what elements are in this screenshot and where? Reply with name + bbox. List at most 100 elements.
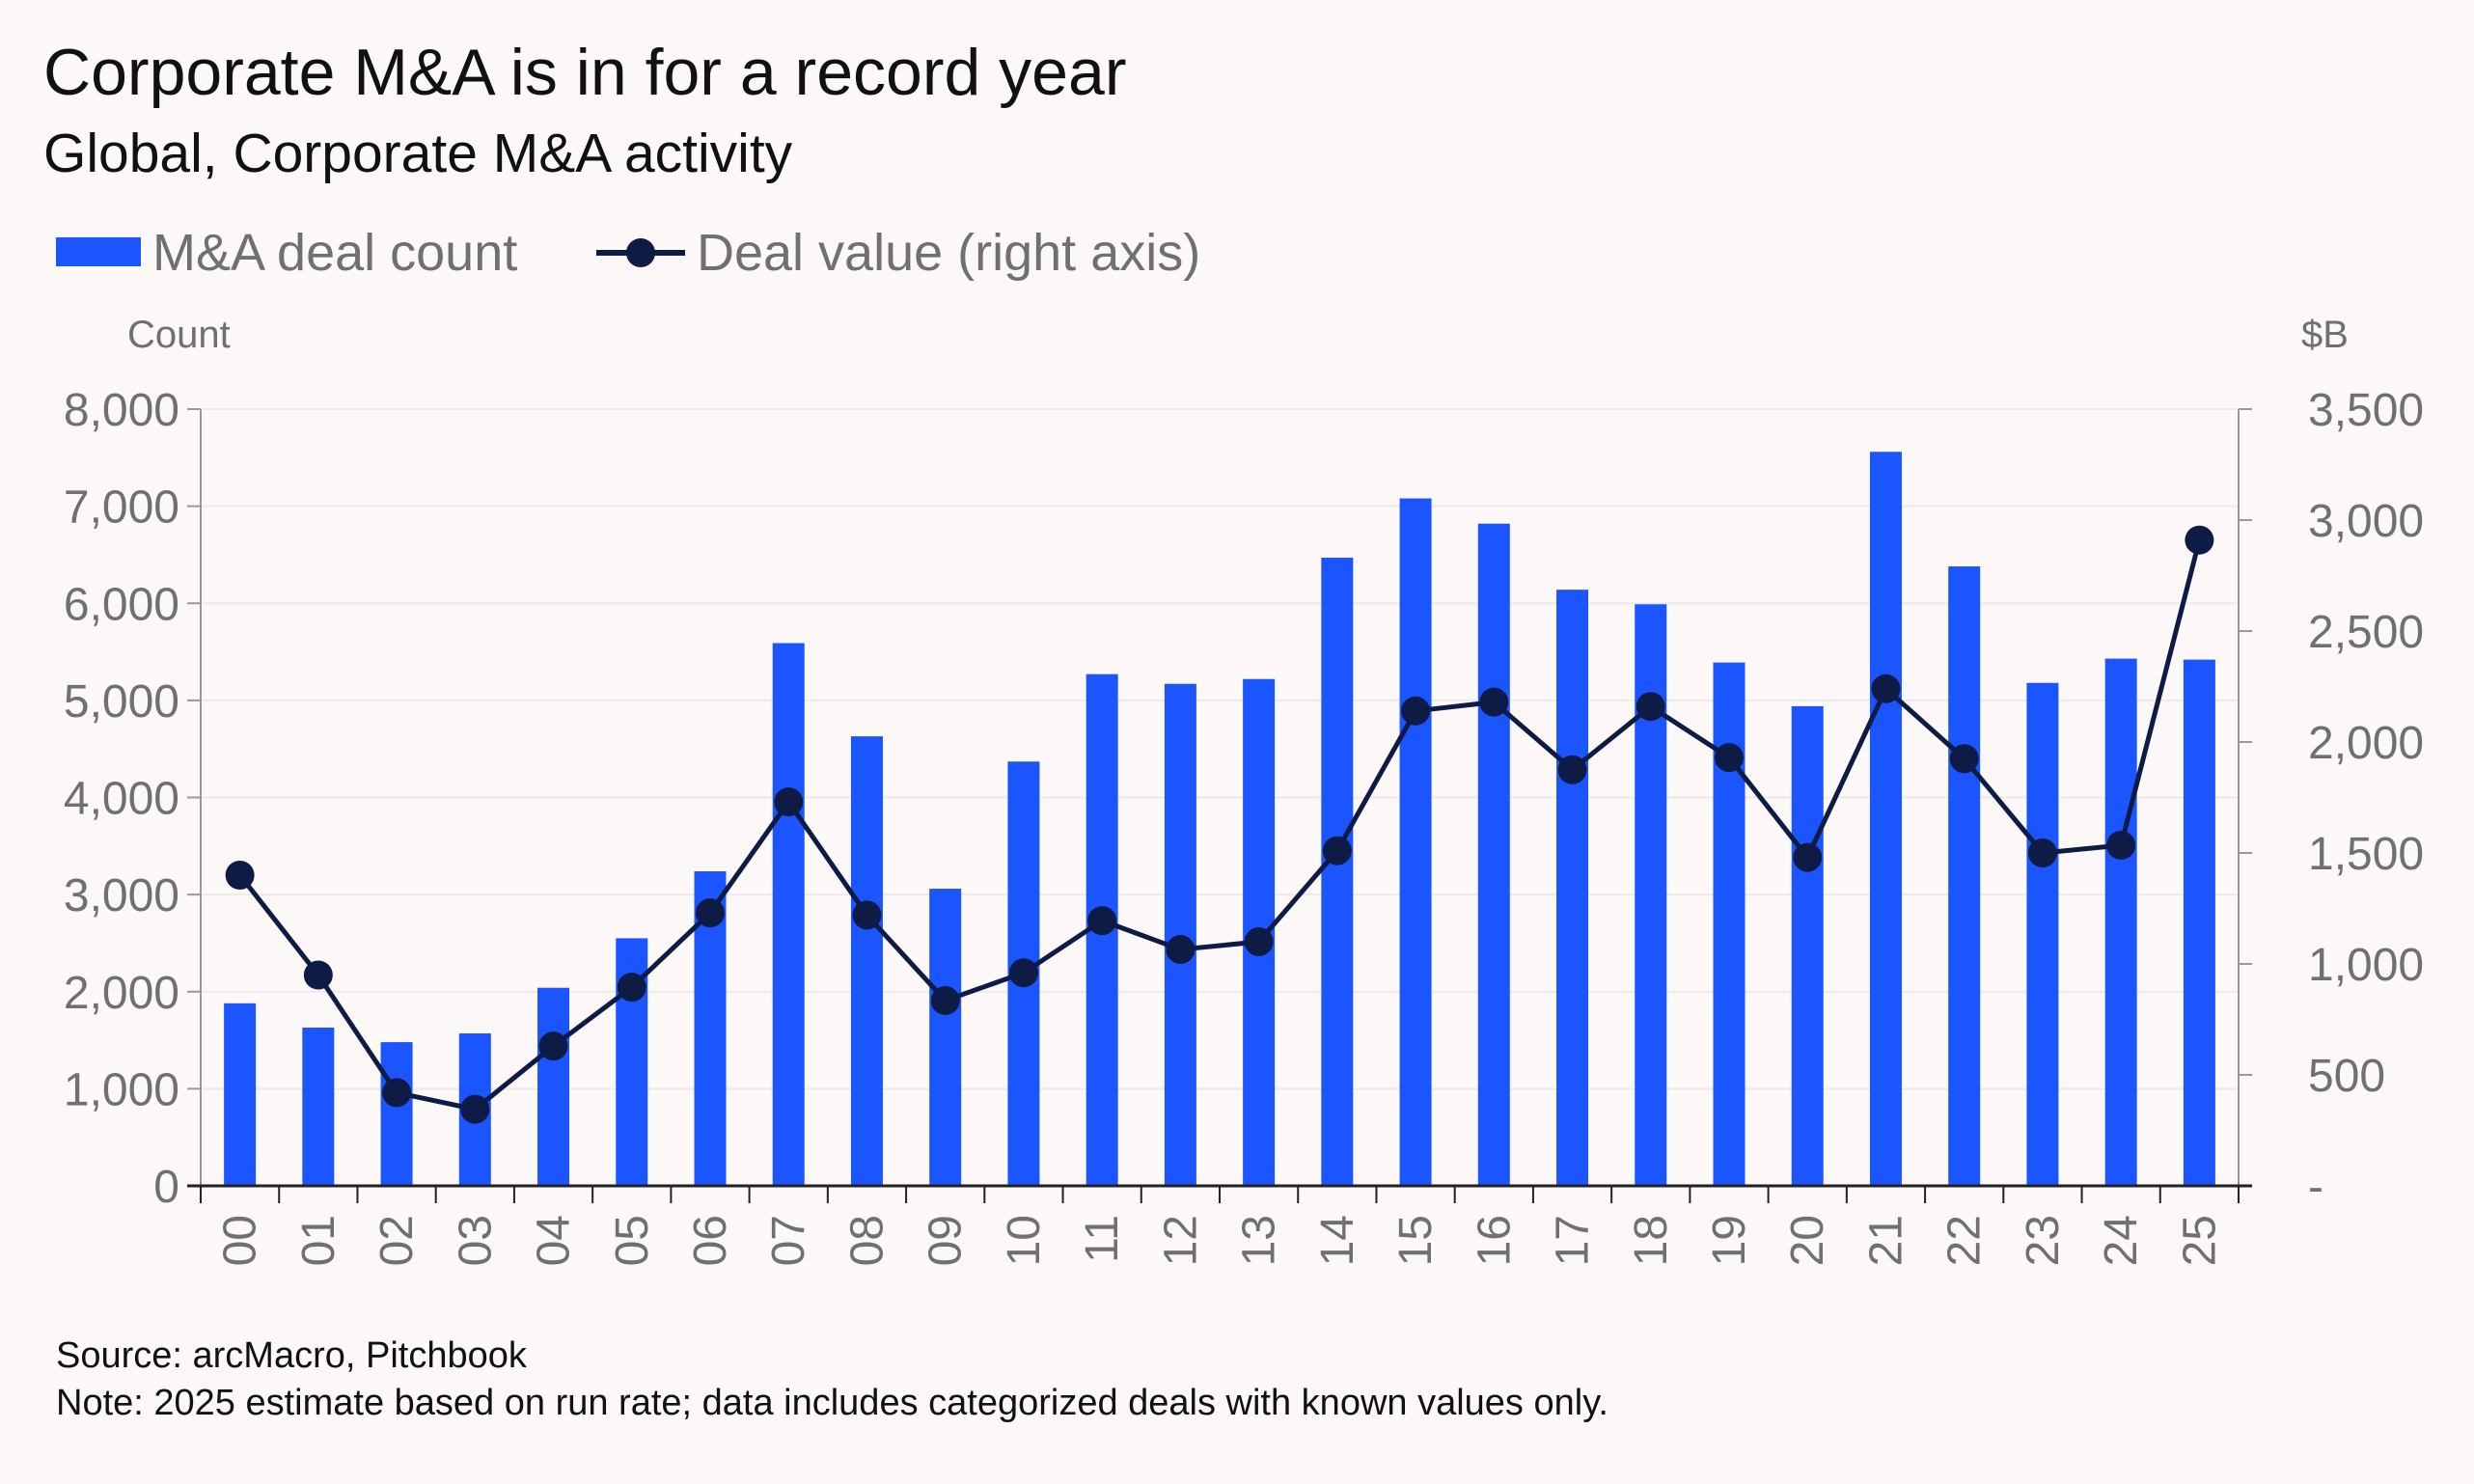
right-tick-label: 3,000 — [2308, 496, 2424, 547]
x-tick-label: 20 — [1782, 1215, 1833, 1266]
deal-value-point-00 — [225, 861, 255, 890]
bar-04 — [537, 987, 570, 1186]
right-tick-label: 3,500 — [2308, 385, 2424, 436]
x-tick-label: 15 — [1390, 1215, 1442, 1266]
right-tick-label: 2,500 — [2308, 607, 2424, 658]
left-tick-label: 1,000 — [64, 1064, 179, 1115]
right-axis-unit: $B — [2301, 314, 2349, 356]
left-tick-label: 8,000 — [64, 385, 179, 436]
bar-15 — [1399, 498, 1432, 1186]
left-tick-label: 7,000 — [64, 482, 179, 534]
bar-16 — [1477, 523, 1510, 1186]
left-tick-label: 2,000 — [64, 968, 179, 1019]
chart-title: Corporate M&A is in for a record year — [43, 36, 1126, 109]
deal-value-polyline — [237, 539, 2202, 1113]
legend-bars-label: M&A deal count — [152, 224, 517, 282]
left-tick-label: 0 — [153, 1162, 179, 1213]
deal-value-point-04 — [538, 1031, 568, 1061]
right-tick-label: - — [2308, 1162, 2323, 1213]
bar-08 — [850, 736, 883, 1186]
deal-value-line — [225, 525, 2214, 1124]
deal-value-point-23 — [2027, 838, 2057, 867]
x-tick-label: 14 — [1312, 1215, 1363, 1266]
deal-value-point-22 — [1949, 744, 1979, 774]
x-tick-label: 18 — [1626, 1215, 1677, 1266]
deal-value-point-21 — [1871, 673, 1901, 703]
x-tick-label: 19 — [1704, 1215, 1755, 1266]
deal-value-point-15 — [1401, 696, 1431, 726]
chart-subtitle: Global, Corporate M&A activity — [43, 123, 793, 184]
right-tick-label: 1,500 — [2308, 829, 2424, 880]
x-tick-label: 13 — [1234, 1215, 1285, 1266]
x-tick-label: 12 — [1155, 1215, 1206, 1266]
deal-value-point-19 — [1715, 743, 1744, 773]
x-tick-label: 22 — [1939, 1215, 1991, 1266]
bar-23 — [2026, 682, 2059, 1186]
bar-22 — [1948, 566, 1981, 1186]
deal-value-point-10 — [1008, 958, 1038, 988]
deal-value-point-05 — [617, 973, 646, 1003]
deal-value-point-09 — [930, 985, 960, 1015]
right-tick-label: 1,000 — [2308, 940, 2424, 991]
bar-14 — [1321, 557, 1354, 1186]
legend-line-marker — [626, 238, 655, 267]
x-tick-label: 02 — [371, 1215, 423, 1266]
bar-17 — [1556, 590, 1589, 1186]
x-tick-label: 25 — [2174, 1215, 2225, 1266]
deal-value-point-16 — [1479, 687, 1509, 717]
legend: M&A deal count Deal value (right axis) — [56, 224, 1200, 282]
x-tick-label: 10 — [999, 1215, 1050, 1266]
x-tick-label: 06 — [685, 1215, 736, 1266]
x-tick-label: 23 — [2018, 1215, 2069, 1266]
left-tick-label: 6,000 — [64, 579, 179, 630]
deal-value-point-03 — [460, 1094, 490, 1124]
x-tick-label: 04 — [529, 1215, 580, 1266]
right-tick-label: 2,000 — [2308, 718, 2424, 769]
x-tick-label: 17 — [1548, 1215, 1599, 1266]
bar-01 — [302, 1027, 335, 1186]
deal-value-point-07 — [774, 787, 804, 817]
left-tick-label: 4,000 — [64, 774, 179, 825]
left-tick-label: 5,000 — [64, 676, 179, 728]
tick-labels: 0 1,000 2,000 3,000 4,000 5,000 6,000 7,000 8,00… — [64, 385, 2424, 1266]
legend-bar-swatch — [56, 237, 141, 266]
deal-value-point-02 — [382, 1078, 412, 1108]
deal-value-point-14 — [1322, 836, 1352, 866]
x-tick-label: 09 — [921, 1215, 972, 1266]
deal-value-point-13 — [1244, 927, 1274, 956]
x-tick-label: 00 — [215, 1215, 266, 1266]
x-tick-label: 05 — [607, 1215, 658, 1266]
bar-21 — [1869, 452, 1902, 1186]
left-axis-unit: Count — [127, 314, 231, 356]
x-tick-label: 16 — [1469, 1215, 1520, 1266]
bar-00 — [224, 1003, 257, 1186]
deal-value-point-12 — [1166, 935, 1196, 965]
x-tick-label: 08 — [841, 1215, 893, 1266]
footnote: Note: 2025 estimate based on run rate; d… — [56, 1383, 1608, 1423]
x-tick-label: 03 — [450, 1215, 501, 1266]
bar-02 — [380, 1042, 413, 1186]
x-tick-label: 07 — [763, 1215, 814, 1266]
deal-value-point-11 — [1087, 906, 1117, 936]
gridlines — [201, 408, 2239, 1090]
bar-12 — [1164, 683, 1196, 1186]
deal-value-point-18 — [1636, 692, 1665, 722]
bar-07 — [772, 643, 805, 1186]
deal-value-point-06 — [696, 898, 725, 928]
bar-18 — [1635, 604, 1667, 1186]
bars — [224, 452, 2215, 1186]
deal-value-point-17 — [1557, 755, 1587, 784]
source-note: Source: arcMacro, Pitchbook — [56, 1335, 528, 1376]
legend-line-label: Deal value (right axis) — [697, 224, 1200, 282]
right-tick-label: 500 — [2308, 1051, 2385, 1102]
deal-value-point-08 — [852, 900, 882, 930]
axes — [187, 408, 2252, 1203]
x-tick-label: 21 — [1860, 1215, 1911, 1266]
bar-25 — [2183, 659, 2215, 1186]
bar-24 — [2104, 658, 2137, 1186]
deal-value-point-01 — [303, 960, 333, 990]
bar-19 — [1713, 662, 1746, 1186]
left-tick-label: 3,000 — [64, 870, 179, 921]
deal-value-point-25 — [2185, 525, 2214, 555]
